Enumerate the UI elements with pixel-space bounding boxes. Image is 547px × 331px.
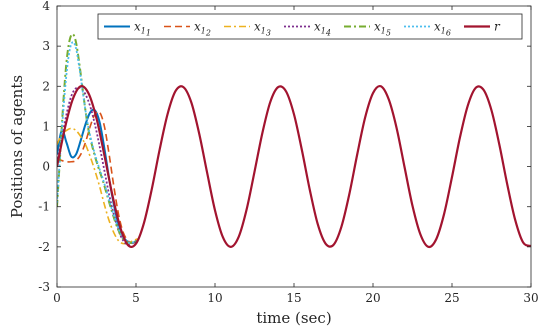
legend-label-subsubscript: 1: [146, 29, 151, 38]
legend-label-subsubscript: 3: [266, 29, 271, 38]
legend-label-subsubscript: 4: [325, 29, 331, 38]
legend-label-base: x: [434, 20, 441, 34]
legend-label-subscript: 1: [321, 27, 326, 36]
legend: x11 x12 x13 x14 x15 x16 r: [97, 13, 523, 40]
y-tick-label: 3: [42, 39, 50, 53]
legend-label-base: x: [134, 20, 141, 34]
y-tick-label: 2: [42, 79, 50, 93]
series-line-x16: [57, 41, 137, 244]
legend-label-subscript: 1: [201, 27, 206, 36]
y-tick-label: -1: [38, 200, 50, 214]
legend-label: x13: [254, 20, 271, 38]
legend-label-base: x: [374, 20, 381, 34]
x-tick-label: 5: [132, 291, 140, 305]
legend-label-subsubscript: 5: [386, 29, 391, 38]
legend-label: x12: [194, 20, 211, 38]
legend-label-base: x: [314, 20, 321, 34]
legend-label-base: x: [194, 20, 201, 34]
x-tick-label: 15: [286, 291, 301, 305]
series-group: [57, 33, 531, 249]
x-tick-label: 20: [365, 291, 380, 305]
x-tick-label: 0: [53, 291, 61, 305]
series-line-x12: [57, 110, 138, 244]
legend-label: x16: [434, 20, 451, 38]
legend-label-subsubscript: 6: [446, 29, 451, 38]
y-axis-title: Positions of agents: [8, 75, 26, 218]
x-tick-label: 10: [207, 291, 222, 305]
legend-label: x15: [374, 20, 391, 38]
legend-label: x14: [314, 20, 331, 38]
x-tick-label: 30: [523, 291, 538, 305]
legend-label-base: x: [254, 20, 261, 34]
legend-label: r: [494, 20, 501, 34]
x-axis-title: time (sec): [256, 309, 331, 327]
series-line-r: [57, 84, 531, 249]
legend-label-subscript: 1: [141, 27, 146, 36]
y-tick-label: -2: [38, 240, 50, 254]
legend-label-subscript: 1: [261, 27, 266, 36]
series-line-x13: [57, 127, 138, 245]
y-tick-label: -3: [38, 280, 50, 294]
y-tick-label: 1: [42, 119, 50, 133]
legend-label-subscript: 1: [441, 27, 446, 36]
x-tick-label: 25: [444, 291, 459, 305]
legend-label-subscript: 1: [381, 27, 386, 36]
legend-label-base: r: [494, 20, 501, 34]
legend-label: x11: [134, 20, 151, 38]
y-tick-label: 4: [42, 0, 50, 13]
series-line-x14: [57, 86, 138, 246]
y-tick-label: 0: [42, 160, 50, 174]
legend-label-subsubscript: 2: [205, 29, 211, 38]
